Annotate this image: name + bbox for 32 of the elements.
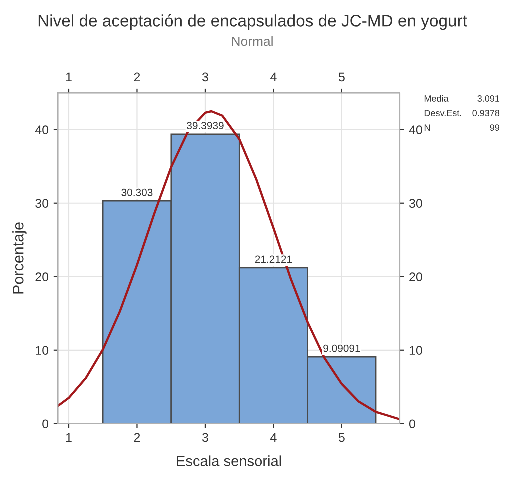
x-tick-label: 2 <box>134 433 140 442</box>
data-label: 30.303 <box>122 188 153 196</box>
y2-tick-label: 20 <box>410 272 422 282</box>
data-label: 39.3939 <box>187 122 224 130</box>
y2-tick-label: 40 <box>409 126 422 135</box>
y2-tick-label: 0 <box>409 420 416 429</box>
data-label: 9.09091 <box>324 344 360 352</box>
x2-tick-label: 2 <box>134 72 140 82</box>
x2-tick-label: 5 <box>338 72 345 82</box>
text: Desv.Est. 0.9378 <box>424 110 500 116</box>
x2-tick-label: 3 <box>202 72 208 82</box>
x-axis-title: Escala sensorial <box>177 456 282 466</box>
y-axis-title: Porcentaje <box>12 222 27 294</box>
y-tick-label: 0 <box>42 420 49 429</box>
y-tick-label: 10 <box>36 346 49 356</box>
data-label: 21.2121 <box>255 256 292 264</box>
y2-tick-label: 30 <box>409 199 422 208</box>
text: Media 3.091 <box>424 95 500 102</box>
y-tick-label: 30 <box>36 199 49 208</box>
y-tick-label: 20 <box>36 272 49 282</box>
x2-tick-label: 1 <box>66 72 72 82</box>
x-tick-label: 1 <box>66 433 72 442</box>
y-tick-label: 40 <box>35 126 49 135</box>
x-tick-label: 5 <box>338 433 345 442</box>
y2-tick-label: 10 <box>410 346 422 356</box>
line-series <box>58 110 400 421</box>
x-tick-label: 4 <box>270 433 277 442</box>
text: N 99 <box>424 124 500 132</box>
x-tick-label: 3 <box>202 433 208 442</box>
x2-tick-label: 4 <box>270 72 277 82</box>
chart-subtitle: Normal <box>232 36 273 46</box>
chart-title: Nivel de aceptación de encapsulados de JC-MD en yogurt <box>38 14 468 30</box>
